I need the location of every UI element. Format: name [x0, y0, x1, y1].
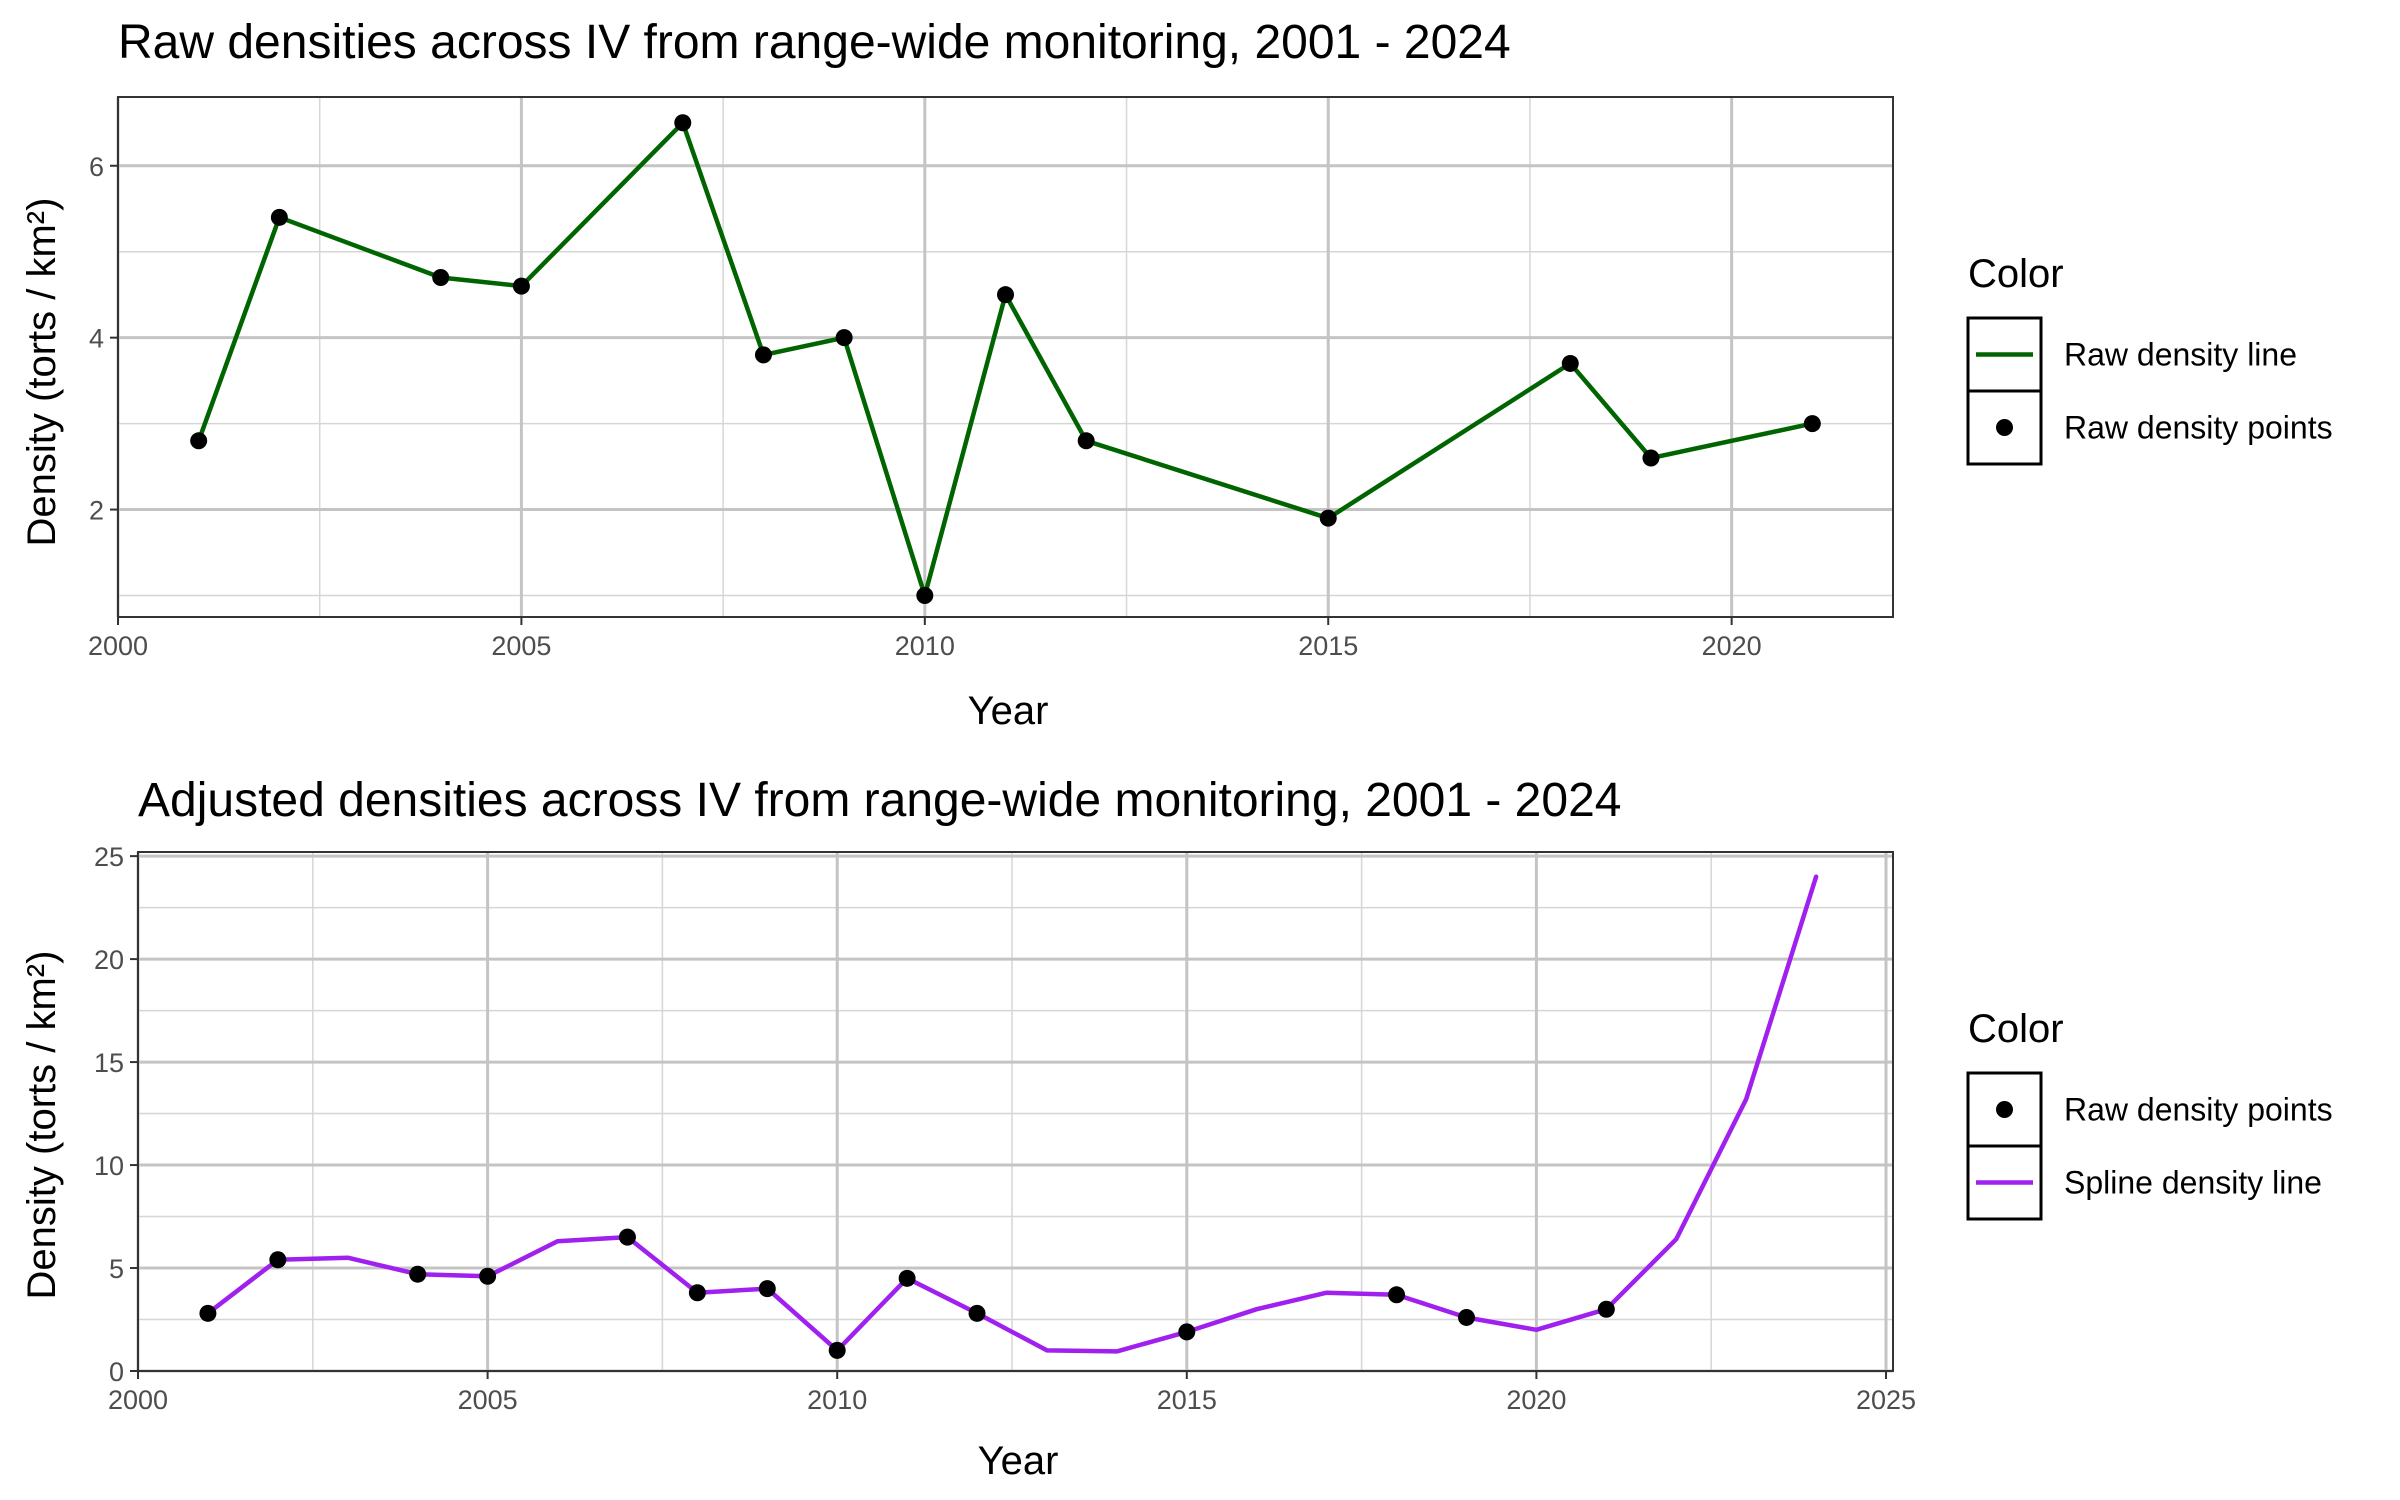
plot-panel	[118, 97, 1893, 617]
data-point	[512, 277, 530, 295]
data-point	[479, 1267, 497, 1285]
x-tick-label: 2020	[1702, 631, 1762, 661]
legend-label: Raw density points	[2064, 1092, 2333, 1128]
data-point	[1457, 1308, 1475, 1326]
data-point	[269, 1251, 287, 1269]
x-tick-label: 2010	[807, 1385, 867, 1415]
raw-density-chart: Raw densities across IV from range-wide …	[20, 16, 2333, 733]
x-tick-label: 2015	[1298, 631, 1358, 661]
legend-keys: Raw density line Raw density points	[1966, 316, 2333, 466]
data-point	[1642, 449, 1660, 467]
legend-title: Color	[1968, 1007, 2064, 1051]
data-point	[1077, 432, 1095, 450]
plot-panel	[138, 852, 1893, 1371]
legend-label: Spline density line	[2064, 1165, 2322, 1201]
y-tick-label: 25	[94, 842, 124, 872]
data-point	[1178, 1323, 1196, 1341]
legend-point-swatch	[1996, 419, 2013, 436]
x-tick-label: 2010	[895, 631, 955, 661]
data-point	[754, 346, 772, 364]
data-point	[190, 432, 208, 450]
x-tick-label: 2000	[108, 1385, 168, 1415]
x-tick-label: 2005	[491, 631, 551, 661]
chart-title: Adjusted densities across IV from range-…	[138, 774, 1621, 827]
data-point	[618, 1228, 636, 1246]
series-line	[205, 874, 1819, 1354]
plot-area: 2000 2005 2010 2015 2020 2 4 6	[88, 96, 1894, 661]
plot-border	[137, 851, 1894, 1372]
data-point	[1319, 509, 1337, 527]
y-axis-label: Density (torts / km²)	[20, 951, 64, 1300]
y-axis-label: Density (torts / km²)	[20, 198, 64, 547]
data-point	[968, 1304, 986, 1322]
legend-label: Raw density line	[2064, 337, 2297, 373]
data-point	[409, 1265, 427, 1283]
legend-title: Color	[1968, 252, 2064, 296]
data-point	[1561, 354, 1579, 372]
data-point	[432, 268, 450, 286]
plot-border	[117, 96, 1894, 618]
x-tick-label: 2000	[88, 631, 148, 661]
data-point	[1803, 415, 1821, 433]
data-point	[758, 1280, 776, 1298]
data-point	[997, 286, 1014, 304]
data-point	[898, 1269, 916, 1287]
legend: Color Raw density line Raw density points	[1966, 252, 2333, 466]
legend-point-swatch	[1996, 1101, 2013, 1118]
legend-label: Raw density points	[2064, 410, 2333, 446]
data-point	[199, 1304, 217, 1322]
adjusted-density-chart: Adjusted densities across IV from range-…	[20, 774, 2333, 1483]
x-tick-label: 2015	[1157, 1385, 1217, 1415]
legend: Color Raw density points Spline density l…	[1966, 1007, 2333, 1221]
y-tick-label: 10	[94, 1151, 124, 1181]
x-tick-label: 2025	[1856, 1385, 1916, 1415]
chart-title: Raw densities across IV from range-wide …	[118, 16, 1511, 69]
data-point	[688, 1284, 706, 1302]
data-point	[1597, 1300, 1615, 1318]
y-tick-label: 5	[109, 1254, 124, 1284]
y-tick-label: 20	[94, 945, 124, 975]
y-tick-label: 15	[94, 1048, 124, 1078]
x-axis-label: Year	[978, 1439, 1059, 1483]
y-tick-label: 6	[89, 152, 104, 182]
x-tick-label: 2020	[1506, 1385, 1566, 1415]
legend-keys: Raw density points Spline density line	[1966, 1071, 2333, 1221]
data-point	[828, 1341, 846, 1359]
data-point	[835, 329, 853, 347]
series-line	[196, 120, 1815, 598]
data-point	[270, 208, 288, 226]
data-point	[916, 587, 934, 605]
data-point	[674, 114, 692, 132]
x-tick-label: 2005	[458, 1385, 518, 1415]
data-point	[1388, 1286, 1406, 1304]
y-tick-label: 2	[89, 496, 104, 526]
x-axis-label: Year	[968, 689, 1049, 733]
y-tick-label: 0	[109, 1357, 124, 1387]
y-tick-label: 4	[89, 324, 104, 354]
